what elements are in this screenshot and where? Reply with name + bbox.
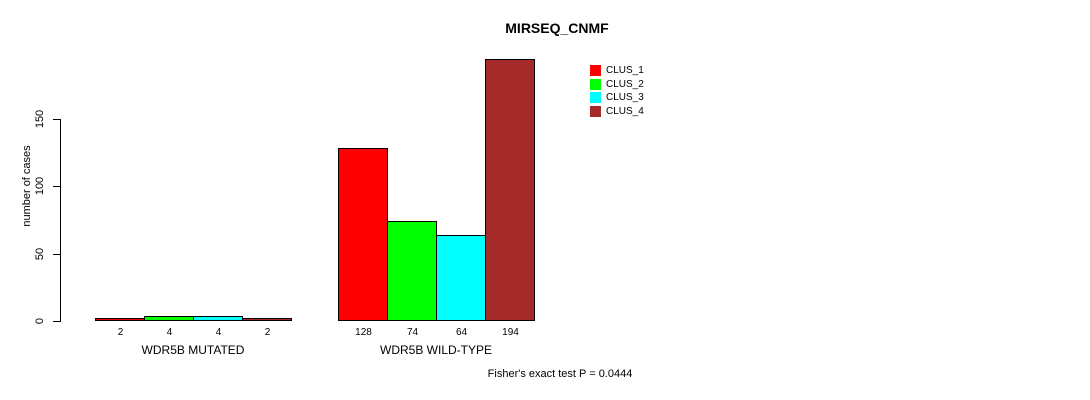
legend-swatch-icon [590,78,601,90]
bar-value-label: 74 [406,327,419,338]
legend-item: CLUS_4 [590,105,644,118]
legend-item: CLUS_3 [590,91,644,104]
bar-value-label: 194 [502,327,519,338]
y-tick-mark [53,321,61,322]
annotation-text: Fisher's exact test P = 0.0444 [487,368,633,380]
y-tick-label: 100 [34,176,46,196]
bar-clus_2 [144,316,194,321]
legend: CLUS_1 CLUS_2 CLUS_3 CLUS_4 [590,64,644,118]
legend-swatch-icon [590,105,601,117]
group-label: WDR5B MUTATED [141,343,245,357]
y-tick-mark [53,119,61,120]
bar-clus_2 [387,221,437,321]
legend-label: CLUS_3 [606,92,644,103]
bar-clus_1 [95,318,145,321]
legend-item: CLUS_1 [590,64,644,77]
bar-value-label: 64 [455,327,468,338]
bar-clus_3 [193,316,243,321]
y-tick-label: 50 [34,247,46,261]
y-tick-label: 0 [34,317,46,325]
bar-value-label: 4 [166,327,173,338]
legend-swatch-icon [590,92,601,103]
bar-clus_3 [436,235,486,321]
bar-clus_4 [485,59,535,321]
y-tick-mark [53,254,61,255]
bar-clus_1 [338,148,388,321]
legend-label: CLUS_1 [606,65,644,76]
bar-value-label: 2 [117,327,124,338]
y-axis-label: number of cases [21,145,33,227]
y-tick-mark [53,186,61,187]
bar-value-label: 128 [355,327,372,338]
legend-label: CLUS_2 [606,78,644,90]
bar-value-label: 2 [264,327,271,338]
y-tick-label: 150 [34,109,46,129]
bar-clus_4 [242,318,292,321]
legend-item: CLUS_2 [590,78,644,91]
chart-title: MIRSEQ_CNMF [505,20,609,36]
legend-label: CLUS_4 [606,105,644,117]
group-label: WDR5B WILD-TYPE [379,343,493,357]
legend-swatch-icon [590,65,601,76]
y-axis-line [60,119,61,322]
bar-value-label: 4 [215,327,222,338]
